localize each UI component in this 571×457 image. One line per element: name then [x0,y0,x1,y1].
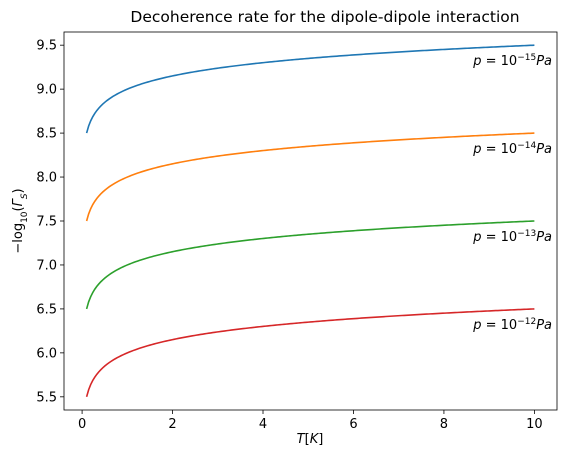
y-tick-label: 8.0 [36,171,57,186]
series-annotation-2: p = 10−14Pa [472,141,552,157]
y-axis-label-sub: 10 [20,211,30,223]
series-line-3 [85,220,535,310]
y-tick-label: 6.0 [36,346,57,361]
y-tick-label: 9.5 [36,39,57,54]
y-axis-label-group: −log10(ΓS) [11,188,30,253]
y-tick-label: 7.0 [36,258,57,273]
x-tick-label: 2 [168,417,176,432]
x-ticks: 0 2 4 6 8 10 [78,410,543,432]
y-axis-label-var: Γ [11,197,26,206]
x-axis-label-var: T [297,432,306,447]
x-tick-label: 0 [78,417,86,432]
series-layer [85,44,535,398]
y-axis-label-var-sub: S [20,193,30,199]
y-axis-label-prefix: −log [11,223,26,254]
series-annotation-1: p = 10−15Pa [472,53,552,69]
annotation-layer: p = 10−15Pa p = 10−14Pa p = 10−13Pa p = 10−… [472,53,552,333]
x-axis-label: T[K] [297,432,324,447]
series-annotation-4: p = 10−12Pa [472,317,552,333]
series-line-4 [85,308,535,398]
y-tick-label: 7.5 [36,215,57,230]
plot-frame [63,31,558,411]
y-ticks: 5.5 6.0 6.5 7.0 7.5 8.0 8.5 9.0 9.5 [36,39,64,405]
x-tick-label: 8 [440,417,448,432]
x-axis-label-unit: K [310,432,320,447]
y-tick-label: 8.5 [36,127,57,142]
y-tick-label: 9.0 [36,83,57,98]
y-tick-label: 6.5 [36,302,57,317]
series-line-1 [85,44,535,134]
series-annotation-3: p = 10−13Pa [472,229,552,245]
x-tick-label: 6 [349,417,357,432]
y-tick-label: 5.5 [36,390,57,405]
y-axis-label: −log10(ΓS) [11,188,30,253]
series-line-2 [85,132,535,222]
x-tick-label: 4 [259,417,267,432]
chart-title: Decoherence rate for the dipole-dipole i… [130,8,519,26]
x-tick-label: 10 [526,417,543,432]
plot-area [64,32,557,410]
